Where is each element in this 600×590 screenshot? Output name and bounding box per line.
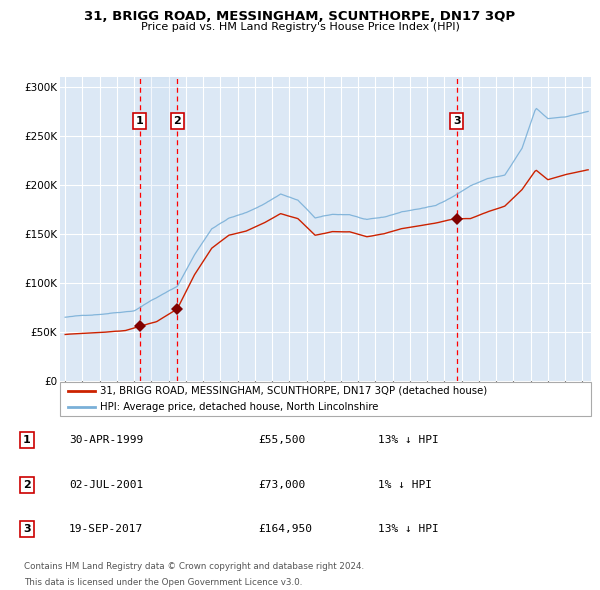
Text: £73,000: £73,000 (258, 480, 305, 490)
Text: Price paid vs. HM Land Registry's House Price Index (HPI): Price paid vs. HM Land Registry's House … (140, 22, 460, 32)
Text: 2: 2 (173, 116, 181, 126)
FancyBboxPatch shape (60, 382, 591, 416)
Text: Contains HM Land Registry data © Crown copyright and database right 2024.: Contains HM Land Registry data © Crown c… (24, 562, 364, 571)
Text: 3: 3 (23, 525, 31, 535)
Text: 31, BRIGG ROAD, MESSINGHAM, SCUNTHORPE, DN17 3QP (detached house): 31, BRIGG ROAD, MESSINGHAM, SCUNTHORPE, … (100, 386, 487, 396)
Text: 30-APR-1999: 30-APR-1999 (69, 435, 143, 445)
Text: 1% ↓ HPI: 1% ↓ HPI (378, 480, 432, 490)
Bar (140, 77, 177, 381)
Text: 31, BRIGG ROAD, MESSINGHAM, SCUNTHORPE, DN17 3QP: 31, BRIGG ROAD, MESSINGHAM, SCUNTHORPE, … (85, 10, 515, 23)
Text: 3: 3 (453, 116, 461, 126)
Text: 02-JUL-2001: 02-JUL-2001 (69, 480, 143, 490)
Text: 13% ↓ HPI: 13% ↓ HPI (378, 435, 439, 445)
Text: £55,500: £55,500 (258, 435, 305, 445)
Text: 2: 2 (23, 480, 31, 490)
Text: 13% ↓ HPI: 13% ↓ HPI (378, 525, 439, 535)
Text: £164,950: £164,950 (258, 525, 312, 535)
Text: 1: 1 (136, 116, 143, 126)
Text: 19-SEP-2017: 19-SEP-2017 (69, 525, 143, 535)
Text: This data is licensed under the Open Government Licence v3.0.: This data is licensed under the Open Gov… (24, 578, 302, 587)
Text: 1: 1 (23, 435, 31, 445)
Text: HPI: Average price, detached house, North Lincolnshire: HPI: Average price, detached house, Nort… (100, 402, 378, 412)
